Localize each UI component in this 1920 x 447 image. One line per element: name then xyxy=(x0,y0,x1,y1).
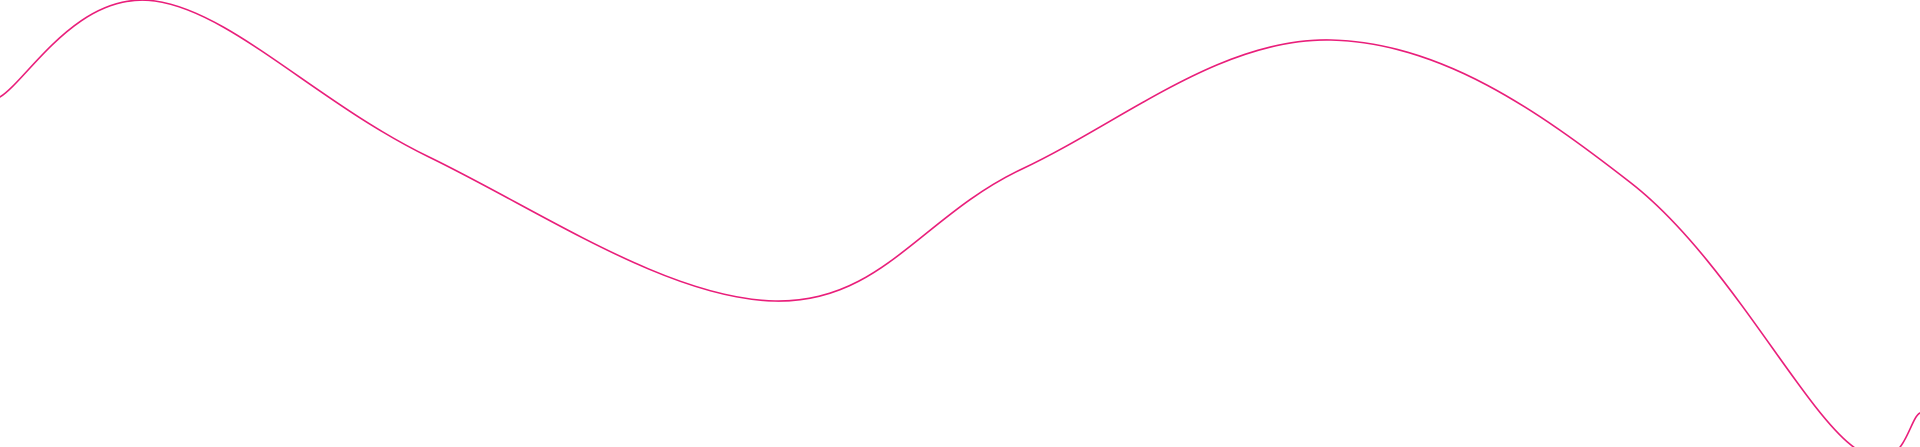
decorative-wave xyxy=(0,0,1920,447)
wave-line xyxy=(0,0,1920,447)
